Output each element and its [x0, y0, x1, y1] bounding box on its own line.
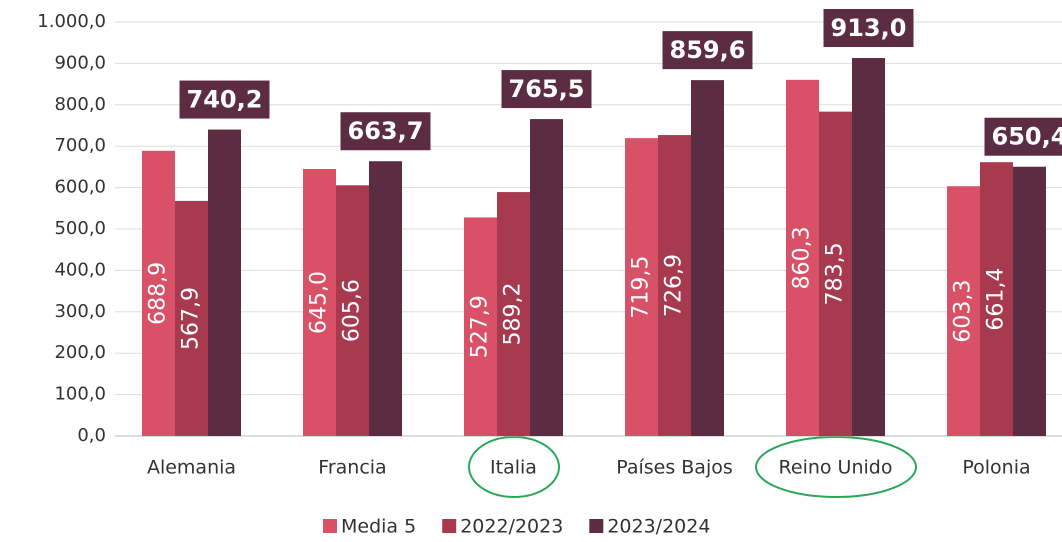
- value-label: 859,6: [670, 36, 746, 64]
- bar: [530, 119, 563, 436]
- value-label: 605,6: [340, 279, 365, 342]
- legend-label: 2022/2023: [460, 516, 563, 538]
- y-tick-label: 300,0: [54, 301, 106, 322]
- legend-label: 2023/2024: [607, 516, 710, 538]
- bar: [336, 185, 369, 436]
- value-label-box: [179, 80, 270, 119]
- y-tick-label: 600,0: [54, 177, 106, 198]
- bar: [175, 200, 208, 436]
- legend-label: Media 5: [341, 516, 416, 538]
- value-label: 765,5: [509, 75, 585, 103]
- bar: [1013, 166, 1046, 436]
- y-tick-label: 200,0: [54, 342, 106, 363]
- value-label: 688,9: [146, 262, 171, 325]
- bar: [142, 150, 175, 436]
- bar: [819, 111, 852, 437]
- value-label-box: [984, 117, 1062, 156]
- y-tick-label: 0,0: [77, 425, 106, 446]
- value-label: 589,2: [501, 283, 526, 346]
- highlight-circle: [468, 436, 560, 498]
- x-tick-label: Italia: [490, 457, 537, 479]
- value-label-box: [501, 70, 592, 109]
- value-label: 913,0: [831, 14, 907, 42]
- highlight-circle: [755, 436, 917, 498]
- y-tick-label: 900,0: [54, 52, 106, 73]
- value-label-box: [662, 31, 753, 70]
- value-label: 650,4: [992, 123, 1062, 151]
- value-label: 783,5: [823, 242, 848, 305]
- y-tick-label: 1.000,0: [37, 11, 106, 32]
- bar: [658, 135, 691, 436]
- bar: [852, 58, 885, 436]
- y-tick-label: 400,0: [54, 259, 106, 280]
- value-label-box: [340, 112, 431, 151]
- bar: [625, 138, 658, 436]
- legend-swatch: [323, 519, 337, 533]
- value-label: 726,9: [662, 254, 687, 317]
- y-tick-label: 800,0: [54, 94, 106, 115]
- value-label: 719,5: [629, 256, 654, 319]
- value-label: 645,0: [307, 271, 332, 334]
- legend-swatch: [589, 519, 604, 533]
- bar: [691, 80, 724, 436]
- value-label: 740,2: [187, 86, 263, 114]
- x-tick-label: Países Bajos: [616, 457, 733, 479]
- bar: [369, 161, 402, 436]
- value-label-box: [823, 9, 914, 48]
- y-tick-label: 100,0: [54, 384, 106, 405]
- bar: [786, 79, 819, 436]
- value-label: 567,9: [179, 287, 204, 350]
- value-label: 603,3: [951, 280, 976, 343]
- value-label: 860,3: [790, 226, 815, 289]
- x-tick-label: Reino Unido: [779, 457, 893, 479]
- value-label: 663,7: [348, 117, 424, 145]
- x-tick-label: Francia: [318, 457, 386, 479]
- y-tick-label: 700,0: [54, 135, 106, 156]
- value-label: 527,9: [468, 295, 493, 358]
- bar: [303, 168, 336, 436]
- bar: [947, 186, 980, 436]
- bar: [980, 162, 1013, 436]
- x-tick-label: Alemania: [147, 457, 236, 479]
- value-label: 661,4: [984, 268, 1009, 331]
- legend-swatch: [442, 519, 457, 533]
- x-tick-label: Polonia: [962, 457, 1030, 479]
- bar: [464, 217, 497, 436]
- y-tick-label: 500,0: [54, 218, 106, 239]
- bar: [208, 129, 241, 437]
- bar: [497, 192, 530, 436]
